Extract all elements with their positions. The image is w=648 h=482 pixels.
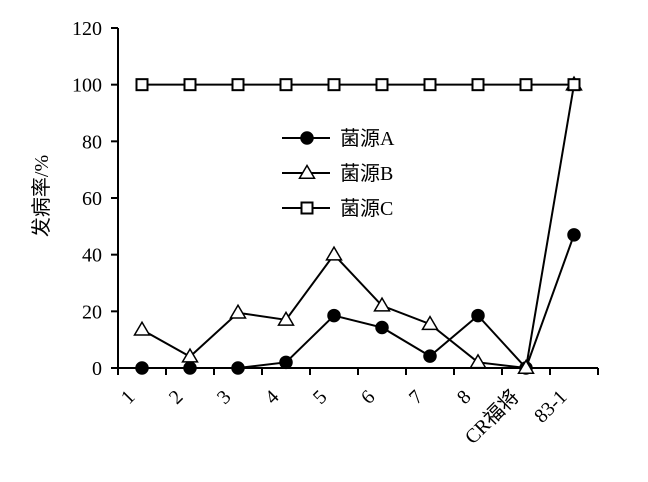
y-axis-label: 发病率/% <box>30 155 53 237</box>
y-tick-label: 100 <box>72 75 102 97</box>
x-tick-label: 7 <box>405 386 428 409</box>
data-point <box>135 361 149 375</box>
x-tick-label: 1 <box>117 386 140 409</box>
series-line <box>142 234 575 370</box>
series-3 <box>135 78 581 92</box>
data-point <box>229 303 247 319</box>
data-point <box>183 78 197 92</box>
x-tick-label: 83-1 <box>530 386 571 427</box>
x-tick-label: 5 <box>309 386 332 409</box>
data-point <box>519 78 533 92</box>
y-tick-label: 20 <box>82 301 102 323</box>
data-point <box>231 361 245 375</box>
legend: 菌源A 菌源B 菌源C <box>282 127 395 220</box>
data-point <box>469 353 487 369</box>
data-point <box>471 308 485 323</box>
x-tick-label: CR福将 <box>460 385 523 448</box>
x-tick-label: 4 <box>261 386 284 409</box>
data-point <box>567 228 581 242</box>
data-point <box>279 78 293 92</box>
legend-marker <box>300 201 314 215</box>
legend-label: 菌源B <box>340 162 393 185</box>
y-tick-label: 120 <box>72 18 102 40</box>
data-point <box>327 78 341 92</box>
y-tick-label: 0 <box>92 358 102 380</box>
legend-marker <box>300 131 314 145</box>
data-point <box>183 361 197 375</box>
data-point <box>135 78 149 92</box>
legend-label: 菌源C <box>340 197 393 220</box>
data-point <box>423 78 437 92</box>
data-point <box>373 296 391 312</box>
y-tick-label: 80 <box>82 131 102 153</box>
y-tick-label: 40 <box>82 245 102 267</box>
x-tick-label: 8 <box>453 386 476 409</box>
x-tick-label: 6 <box>357 386 380 409</box>
data-point <box>231 78 245 92</box>
data-point <box>181 347 199 363</box>
legend-entry: 菌源C <box>282 197 393 220</box>
data-point <box>133 320 151 336</box>
series-layer <box>133 75 583 375</box>
data-point <box>327 308 341 323</box>
data-point <box>279 355 293 370</box>
y-tick-label: 60 <box>82 188 102 210</box>
data-point <box>277 310 295 326</box>
legend-marker <box>298 164 316 179</box>
data-point <box>471 78 485 92</box>
data-point <box>423 349 437 363</box>
series-1 <box>135 228 581 375</box>
x-tick-label: 3 <box>213 386 236 409</box>
series-line <box>141 84 575 370</box>
data-point <box>567 78 581 92</box>
data-point <box>375 320 389 335</box>
data-point <box>325 245 343 261</box>
data-point <box>421 315 439 331</box>
legend-label: 菌源A <box>340 127 395 150</box>
series-2 <box>133 75 583 374</box>
data-point <box>375 78 389 92</box>
legend-entry: 菌源A <box>282 127 395 150</box>
data-point <box>517 359 535 374</box>
legend-entry: 菌源B <box>282 162 393 185</box>
x-tick-label: 2 <box>165 386 188 409</box>
